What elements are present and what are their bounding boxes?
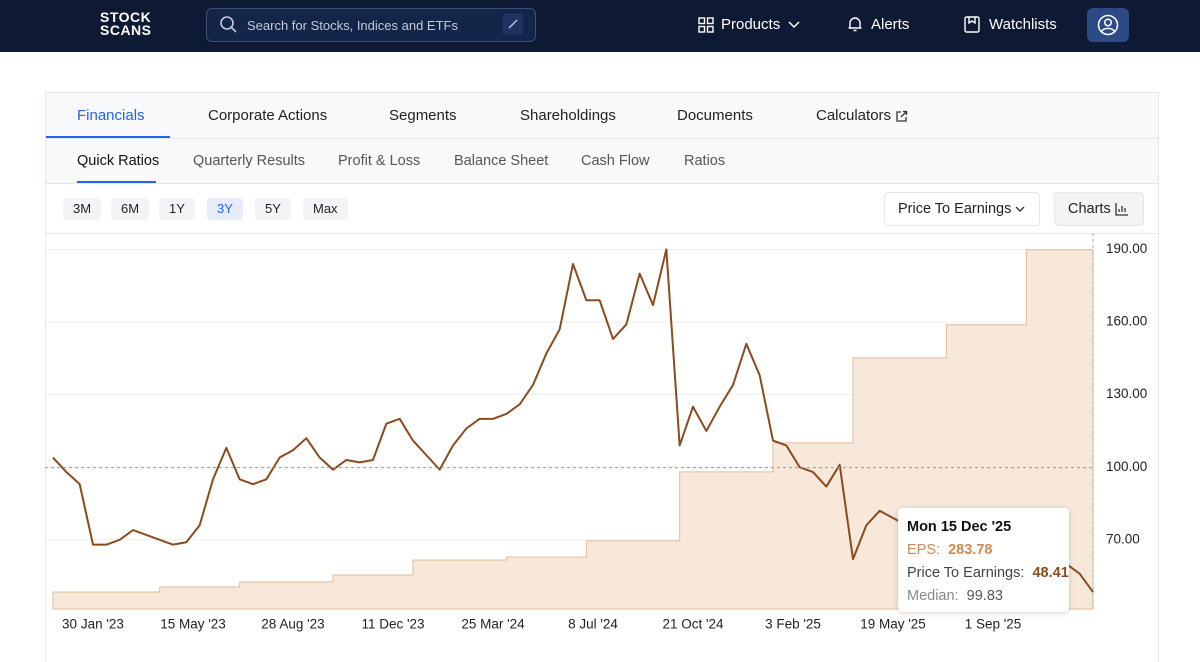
subtab-underline [77, 181, 156, 183]
external-icon [896, 110, 908, 122]
x-tick-label: 25 Mar '24 [461, 617, 525, 632]
tab-underline [46, 136, 170, 138]
metric-select[interactable]: Price To Earnings [884, 192, 1040, 226]
nav-products[interactable]: Products [721, 16, 781, 33]
subtab[interactable]: Profit & Loss [338, 153, 421, 169]
logo-line: SCANS [100, 22, 152, 38]
watchlist-icon [964, 16, 980, 33]
tooltip-value: 48.41 [1032, 565, 1069, 581]
tooltip-title: Mon 15 Dec '25 [907, 519, 1012, 535]
y-tick-label: 160.00 [1106, 314, 1147, 329]
tab[interactable]: Shareholdings [520, 107, 616, 124]
range-button[interactable]: Max [303, 198, 348, 220]
tab[interactable]: Segments [389, 107, 457, 124]
subtab-bar: Quick Ratios Quarterly Results Profit & … [46, 139, 1158, 184]
subtab[interactable]: Cash Flow [581, 153, 650, 169]
tab[interactable]: Calculators [816, 107, 892, 124]
tooltip-row: EPS: 283.78 [907, 542, 992, 558]
chevron [788, 21, 800, 29]
tooltip-label: Price To Earnings: [907, 565, 1025, 581]
x-tick-label: 19 May '25 [860, 617, 926, 632]
x-tick-label: 3 Feb '25 [765, 617, 821, 632]
x-tick-label: 30 Jan '23 [62, 617, 124, 632]
subtab[interactable]: Ratios [684, 153, 726, 169]
x-tick-label: 28 Aug '23 [261, 617, 324, 632]
subtab[interactable]: Balance Sheet [454, 153, 549, 169]
y-tick-label: 130.00 [1106, 386, 1147, 401]
x-tick-label: 11 Dec '23 [361, 617, 424, 632]
y-tick-label: 70.00 [1106, 531, 1140, 546]
y-tick-label: 190.00 [1106, 241, 1147, 256]
eps-area [52, 249, 1094, 610]
chevron [1015, 206, 1025, 212]
tooltip-label: Median: [907, 588, 959, 604]
x-tick-label: 15 May '23 [160, 617, 226, 632]
tab[interactable]: Documents [677, 107, 753, 124]
range-button-active[interactable]: 3Y [207, 198, 243, 220]
metric-select-label: Price To Earnings [898, 201, 1012, 217]
range-button[interactable]: 5Y [255, 198, 291, 220]
tooltip-value: 283.78 [948, 542, 993, 558]
bell-icon [848, 17, 862, 32]
range-button[interactable]: 1Y [159, 198, 195, 220]
tab-active[interactable]: Financials [77, 107, 145, 124]
subtab-active[interactable]: Quick Ratios [77, 153, 160, 169]
x-tick-label: 21 Oct '24 [662, 617, 724, 632]
charts-label: Charts [1068, 201, 1111, 217]
financials-card: Financials Corporate Actions Segments Sh… [45, 92, 1159, 662]
tooltip-value: 99.83 [966, 588, 1003, 604]
shortcut-icon [502, 13, 524, 35]
nav-watchlists[interactable]: Watchlists [989, 16, 1057, 33]
products-icon [698, 17, 714, 33]
search-placeholder: Search for Stocks, Indices and ETFs [247, 18, 458, 33]
chart-icon [1115, 203, 1128, 216]
y-tick-label: 100.00 [1106, 459, 1147, 474]
tooltip: Mon 15 Dec '25 EPS: 283.78 Price To Earn… [898, 508, 1069, 612]
header: STOCK SCANS Search for Stocks, Indices an… [0, 0, 1200, 52]
x-tick-label: 1 Sep '25 [965, 617, 1022, 632]
x-tick-label: 8 Jul '24 [568, 617, 618, 632]
tab[interactable]: Corporate Actions [208, 107, 328, 124]
range-button[interactable]: 6M [111, 198, 150, 220]
tooltip-row: Median: 99.83 [907, 588, 1003, 604]
tooltip-row: Price To Earnings: 48.41 [907, 565, 1069, 581]
charts-button[interactable]: Charts [1054, 192, 1144, 226]
divider [46, 233, 1158, 234]
search-icon [220, 16, 237, 33]
subtab[interactable]: Quarterly Results [193, 153, 306, 169]
logo[interactable]: STOCK SCANS [76, 9, 152, 38]
range-button[interactable]: 3M [63, 198, 102, 220]
logo-line: STOCK [100, 9, 152, 25]
tooltip-label: EPS: [907, 542, 941, 558]
tab-bar: Financials Corporate Actions Segments Sh… [46, 93, 1158, 139]
profile-button[interactable] [1087, 8, 1129, 42]
nav-alerts[interactable]: Alerts [871, 16, 910, 33]
search-box[interactable]: Search for Stocks, Indices and ETFs [206, 8, 536, 42]
